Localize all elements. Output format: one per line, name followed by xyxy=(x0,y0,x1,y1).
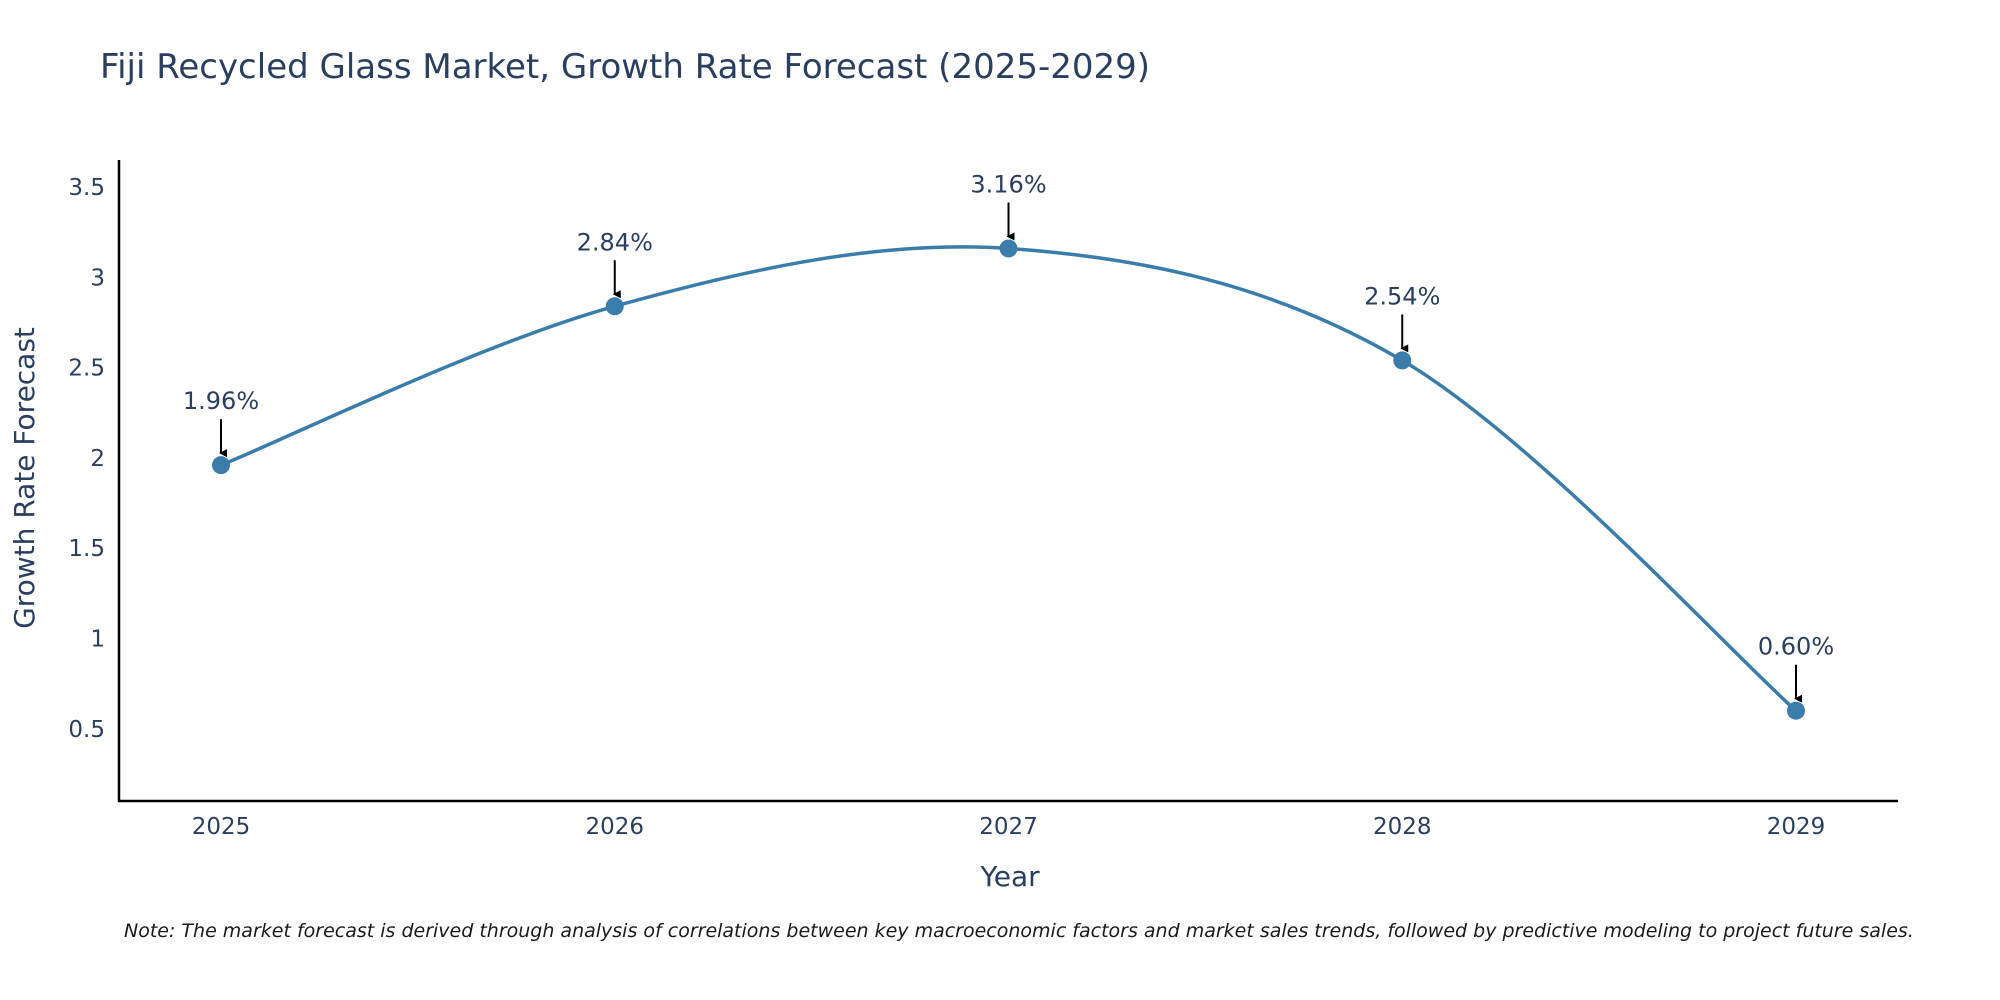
annotations: 1.96% 2.84% 3.16% 2.54% 0.60% xyxy=(183,170,1834,703)
y-tick-label: 2.5 xyxy=(68,356,105,382)
data-point[interactable] xyxy=(1393,351,1412,370)
y-tick-label: 3 xyxy=(90,265,105,291)
data-point[interactable] xyxy=(999,239,1018,258)
y-tick-label: 0.5 xyxy=(68,717,105,743)
x-tick-label: 2027 xyxy=(979,814,1038,840)
axes xyxy=(117,160,1898,803)
data-label: 2.84% xyxy=(577,228,653,256)
data-point[interactable] xyxy=(1787,701,1805,720)
x-axis-title: Year xyxy=(979,860,1040,893)
data-label: 2.54% xyxy=(1364,282,1440,310)
y-tick-label: 3.5 xyxy=(68,175,105,201)
footnote: Note: The market forecast is derived thr… xyxy=(124,920,1914,942)
x-tick-label: 2029 xyxy=(1767,814,1826,840)
y-axis-title: Growth Rate Forecast xyxy=(8,327,41,629)
y-tick-label: 1.5 xyxy=(68,536,105,562)
x-tick-label: 2028 xyxy=(1373,814,1432,840)
series-line xyxy=(220,245,1798,713)
data-label: 3.16% xyxy=(970,170,1046,198)
data-point[interactable] xyxy=(212,456,230,475)
y-tick-label: 2 xyxy=(90,446,105,472)
chart-title: Fiji Recycled Glass Market, Growth Rate … xyxy=(100,47,1150,87)
data-label: 1.96% xyxy=(183,387,259,415)
data-label: 0.60% xyxy=(1758,633,1834,661)
x-tick-label: 2025 xyxy=(192,814,251,840)
y-tick-label: 1 xyxy=(90,626,105,652)
data-point[interactable] xyxy=(605,297,624,316)
x-tick-label: 2026 xyxy=(585,814,644,840)
tick-labels: 0.5 1 1.5 2 2.5 3 3.5 2025 2026 2027 2028 2029 xyxy=(68,175,1825,840)
series xyxy=(212,239,1805,720)
